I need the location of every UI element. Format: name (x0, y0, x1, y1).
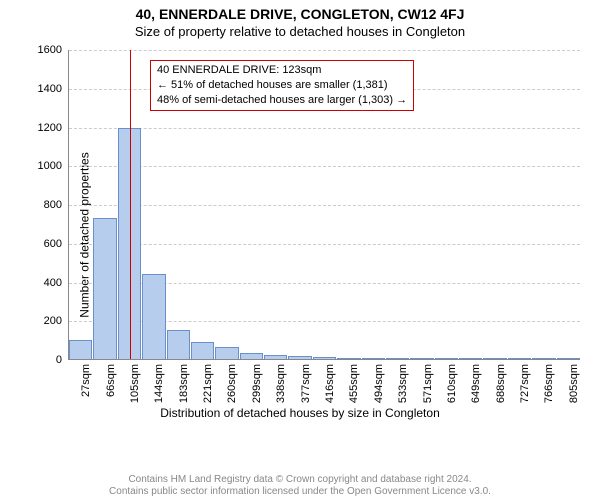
histogram-bar (93, 218, 116, 359)
callout-line-3: 48% of semi-detached houses are larger (… (157, 93, 407, 108)
x-tick-label: 610sqm (446, 364, 458, 403)
gridline (69, 128, 580, 129)
x-tick-label: 221sqm (202, 364, 214, 403)
x-tick-label: 260sqm (226, 364, 238, 403)
histogram-bar (69, 340, 92, 359)
x-tick-label: 727sqm (519, 364, 531, 403)
x-tick-label: 377sqm (300, 364, 312, 403)
footer-line-2: Contains public sector information licen… (0, 486, 600, 498)
y-tick-label: 0 (34, 354, 62, 366)
histogram-bar (240, 353, 263, 359)
callout-box: 40 ENNERDALE DRIVE: 123sqm ← 51% of deta… (150, 60, 414, 111)
gridline (69, 205, 580, 206)
y-tick-label: 1600 (34, 44, 62, 56)
histogram-bar (483, 358, 506, 359)
footer: Contains HM Land Registry data © Crown c… (0, 474, 600, 498)
histogram-bar (337, 358, 360, 359)
footer-line-1: Contains HM Land Registry data © Crown c… (0, 474, 600, 486)
x-tick-label: 183sqm (178, 364, 190, 403)
histogram-bar (557, 358, 580, 359)
histogram-bar (508, 358, 531, 359)
x-tick-label: 105sqm (129, 364, 141, 403)
histogram-bar (191, 342, 214, 359)
y-tick-label: 1000 (34, 160, 62, 172)
x-axis-label: Distribution of detached houses by size … (0, 406, 600, 420)
histogram-bar (386, 358, 409, 359)
x-tick-label: 533sqm (397, 364, 409, 403)
y-tick-label: 400 (34, 277, 62, 289)
x-tick-label: 649sqm (470, 364, 482, 403)
histogram-bar (532, 358, 555, 359)
histogram-bar (142, 274, 165, 359)
x-tick-label: 66sqm (105, 364, 117, 397)
x-tick-label: 805sqm (568, 364, 580, 403)
page-subtitle: Size of property relative to detached ho… (0, 22, 600, 39)
x-tick-label: 571sqm (422, 364, 434, 403)
histogram-bar (288, 356, 311, 359)
reference-line (130, 50, 131, 359)
histogram-bar (435, 358, 458, 359)
page-title: 40, ENNERDALE DRIVE, CONGLETON, CW12 4FJ (0, 0, 600, 22)
histogram-bar (215, 347, 238, 359)
histogram-bar (313, 357, 336, 359)
y-tick-label: 600 (34, 238, 62, 250)
x-tick-label: 27sqm (80, 364, 92, 397)
histogram-bar (167, 330, 190, 359)
histogram-bar (264, 355, 287, 359)
y-tick-label: 1200 (34, 122, 62, 134)
gridline (69, 50, 580, 51)
x-tick-label: 416sqm (324, 364, 336, 403)
x-tick-label: 766sqm (543, 364, 555, 403)
y-tick-label: 200 (34, 315, 62, 327)
x-tick-label: 144sqm (153, 364, 165, 403)
x-tick-label: 494sqm (373, 364, 385, 403)
x-tick-label: 455sqm (348, 364, 360, 403)
histogram-bar (410, 358, 433, 359)
histogram-bar (459, 358, 482, 359)
x-tick-label: 688sqm (495, 364, 507, 403)
gridline (69, 166, 580, 167)
y-tick-label: 1400 (34, 83, 62, 95)
x-tick-label: 338sqm (275, 364, 287, 403)
callout-line-1: 40 ENNERDALE DRIVE: 123sqm (157, 63, 407, 78)
y-tick-label: 800 (34, 199, 62, 211)
callout-line-2: ← 51% of detached houses are smaller (1,… (157, 78, 407, 93)
x-tick-label: 299sqm (251, 364, 263, 403)
histogram-bar (362, 358, 385, 359)
gridline (69, 244, 580, 245)
